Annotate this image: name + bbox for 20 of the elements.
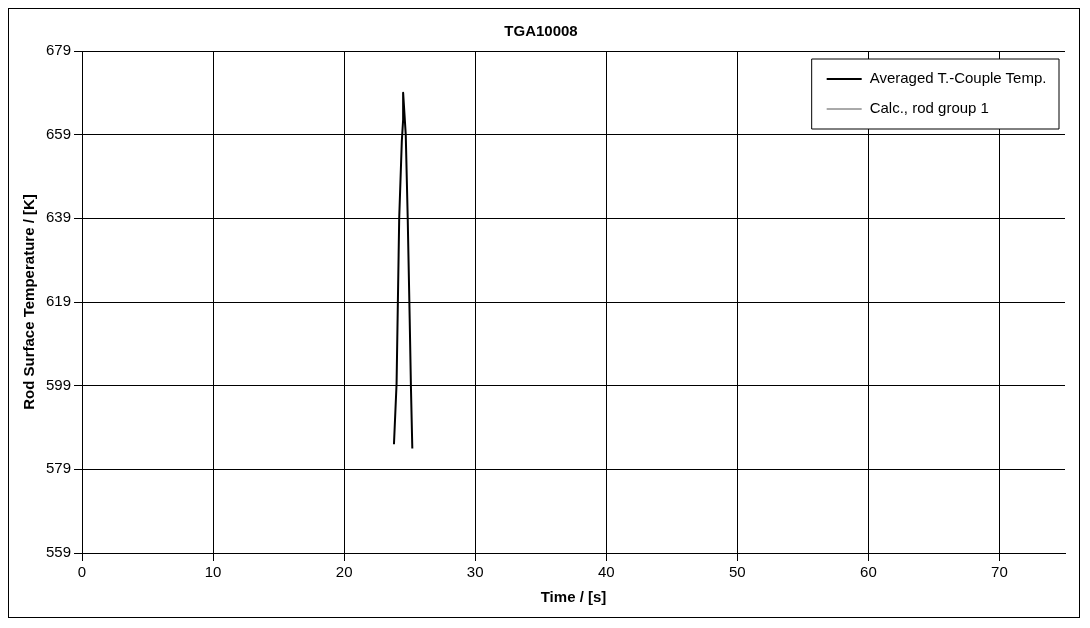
y-tick-label: 579 [46, 459, 72, 477]
x-tick-label: 70 [991, 563, 1008, 581]
x-tick-label: 10 [204, 563, 222, 581]
x-tick-label: 30 [466, 563, 484, 581]
y-tick-label: 599 [46, 375, 72, 393]
x-tick-label: 60 [860, 563, 877, 581]
x-tick-label: 20 [335, 563, 353, 581]
legend-label: Calc., rod group 1 [869, 99, 989, 117]
y-axis-title: Rod Surface Temperature / [K] [20, 194, 38, 410]
x-axis-title: Time / [s] [540, 588, 607, 606]
x-tick-label: 0 [77, 563, 87, 581]
legend-label: Averaged T.-Couple Temp. [869, 69, 1047, 87]
chart-title: TGA10008 [504, 22, 578, 40]
x-tick-label: 40 [597, 563, 615, 581]
x-tick-label: 50 [729, 563, 746, 581]
y-tick-label: 619 [46, 292, 72, 310]
y-tick-label: 659 [46, 124, 72, 142]
y-tick-label: 639 [46, 208, 72, 226]
y-tick-label: 559 [46, 543, 72, 561]
y-tick-label: 679 [46, 41, 72, 59]
